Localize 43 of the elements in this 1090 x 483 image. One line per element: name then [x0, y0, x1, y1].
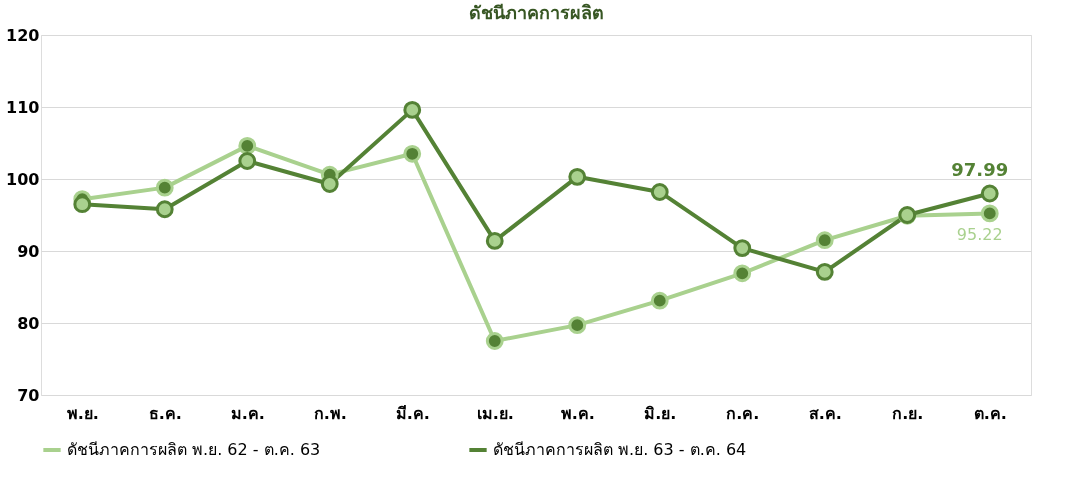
y-tick-label: 110: [6, 97, 40, 117]
point: [980, 204, 999, 223]
y-tick-label: 70: [17, 385, 40, 405]
point: [403, 100, 422, 119]
x-tick-label: ก.ค.: [726, 403, 760, 423]
x-tick-label: ม.ค.: [230, 403, 265, 423]
point: [733, 264, 752, 283]
point: [238, 152, 257, 170]
y-tick-label: 100: [6, 169, 40, 189]
point: [155, 178, 174, 197]
chart-title: ดัชนีภาคการผลิต: [468, 2, 604, 23]
point: [485, 332, 504, 350]
x-tick-label: มิ.ย.: [644, 403, 677, 423]
x-tick-label: พ.ค.: [560, 403, 595, 423]
x-tick-label: ก.พ.: [313, 403, 347, 423]
x-tick-label: ส.ค.: [808, 403, 842, 423]
point: [73, 195, 92, 214]
point: [650, 291, 669, 310]
point: [155, 200, 174, 219]
x-tick-label: ต.ค.: [973, 403, 1007, 423]
point: [568, 316, 587, 335]
point: [568, 167, 587, 186]
y-tick-label: 120: [6, 25, 40, 45]
point: [815, 262, 834, 281]
y-tick-label: 90: [17, 241, 40, 261]
legend-label: ดัชนีภาคการผลิต พ.ย. 62 - ต.ค. 63: [67, 440, 321, 459]
x-tick-label: ธ.ค.: [148, 403, 182, 423]
y-tick-label: 80: [17, 313, 40, 333]
point: [650, 183, 669, 201]
point: [980, 184, 999, 203]
point: [320, 175, 339, 193]
data-label: 97.99: [951, 159, 1009, 181]
point: [238, 136, 257, 155]
point: [815, 231, 834, 250]
legend-label: ดัชนีภาคการผลิต พ.ย. 63 - ต.ค. 64: [493, 440, 747, 459]
x-tick-label: ก.ย.: [892, 403, 924, 423]
x-tick-label: เม.ย.: [476, 403, 514, 423]
point: [485, 232, 504, 250]
point: [733, 239, 752, 258]
data-label: 95.22: [956, 225, 1003, 245]
x-tick-label: มี.ค.: [395, 403, 430, 423]
x-tick-label: พ.ย.: [66, 403, 99, 423]
point: [403, 144, 422, 163]
